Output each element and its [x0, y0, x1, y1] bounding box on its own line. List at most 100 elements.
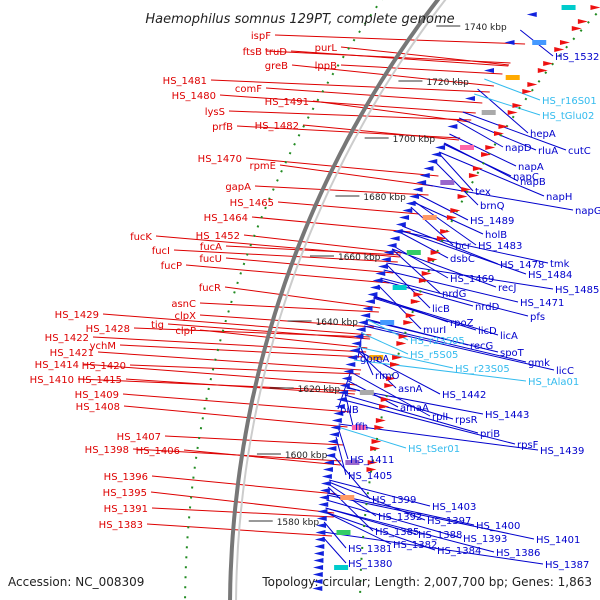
leader-line-right [373, 297, 477, 331]
gene-label-right: HS_1469 [450, 274, 494, 285]
feature-arrow-forward [351, 341, 362, 346]
gene-label-left: HS_1470 [198, 154, 242, 165]
feature-arrow-forward [347, 355, 358, 360]
feature-arrow-forward [395, 222, 406, 227]
gene-label-left: lppB [315, 61, 337, 72]
feature-arrow-forward [341, 376, 352, 381]
feature-arrow-reverse [398, 334, 409, 339]
leader-line-rna [361, 332, 409, 355]
feature-arrow-reverse [440, 229, 451, 234]
gene-label-left: HS_1481 [163, 76, 207, 87]
leader-line-right [344, 394, 479, 434]
rna-label: HS_r16S01 [542, 96, 597, 107]
gene-label-right: rluA [538, 146, 558, 157]
leader-line-right [343, 399, 516, 445]
leader-line-left [133, 327, 371, 338]
feature-arrow-reverse [543, 61, 554, 66]
gene-label-left: HS_1415 [78, 375, 122, 386]
topology-text: Topology: circular; Length: 2,007,700 bp… [261, 575, 592, 589]
scale-tick-label: 1640 kbp [316, 318, 359, 328]
leader-line-left [254, 185, 429, 196]
feature-block [561, 5, 576, 10]
feature-arrow-forward [364, 299, 375, 304]
feature-arrow-forward [431, 152, 442, 157]
leader-line-right [399, 230, 549, 264]
feature-block [532, 40, 547, 45]
gene-label-right: HS_1392 [378, 512, 422, 523]
gene-label-left: HS_1465 [230, 198, 274, 209]
gene-label-left: rpmE [249, 161, 276, 172]
gene-label-right: gpmA [360, 354, 389, 365]
feature-arrow-reverse [457, 194, 468, 199]
gene-label-right: licA [500, 331, 518, 342]
feature-arrow-forward [386, 243, 397, 248]
feature-arrow-forward [419, 173, 430, 178]
gene-label-right: HS_1386 [496, 548, 540, 559]
leader-line-left [219, 94, 476, 114]
leader-line-right [391, 248, 497, 288]
leader-line-left [199, 302, 379, 313]
feature-arrow-forward [313, 551, 324, 556]
gene-label-left: HS_1482 [255, 121, 299, 132]
feature-arrow-forward [327, 439, 338, 444]
leader-line-left [340, 64, 503, 75]
feature-arrow-forward [447, 124, 458, 129]
feature-arrow-reverse [366, 467, 377, 472]
gene-label-left: HS_1391 [104, 504, 148, 515]
gene-label-right: HS_1403 [432, 502, 476, 513]
leader-line-left [119, 344, 365, 358]
feature-arrow-reverse [554, 47, 565, 52]
feature-block [359, 390, 374, 395]
feature-arrow-forward [326, 446, 337, 451]
leader-line-right [332, 454, 371, 500]
feature-arrow-forward [316, 523, 327, 528]
leader-line-right [324, 511, 436, 551]
leader-line-left [129, 364, 360, 375]
gene-label-left: HS_1383 [99, 520, 143, 531]
gene-label-right: HS_1532 [555, 52, 599, 63]
gene-label-right: rimO [375, 371, 400, 382]
leader-line-right [438, 152, 474, 192]
gene-label-right: HS_1442 [442, 390, 486, 401]
leader-line-left [97, 351, 362, 371]
feature-arrow-forward [464, 96, 475, 101]
feature-arrow-reverse [472, 166, 483, 171]
gene-label-left: HS_1420 [82, 361, 126, 372]
leader-line-left [102, 313, 372, 336]
leader-line-right [400, 229, 527, 275]
feature-arrow-reverse [512, 103, 523, 108]
leader-line-left [340, 46, 510, 66]
gene-label-right: recJ [498, 283, 517, 294]
leader-line-right [393, 245, 449, 279]
feature-arrow-forward [483, 68, 494, 73]
feature-arrow-reverse [370, 446, 381, 451]
feature-arrow-forward [409, 194, 420, 199]
scale-tick-label: 1660 kbp [338, 253, 381, 263]
feature-arrow-forward [324, 460, 335, 465]
feature-arrow-forward [383, 250, 394, 255]
gene-label-right: napG [575, 206, 600, 217]
gene-label-left: HS_1407 [117, 432, 161, 443]
feature-arrow-reverse [374, 425, 385, 430]
leader-line-rna [353, 359, 527, 382]
leader-line-right [399, 231, 449, 259]
scale-tick-label: 1740 kbp [464, 23, 507, 33]
feature-arrow-forward [504, 40, 515, 45]
gene-label-left: ispF [251, 31, 271, 42]
feature-arrow-reverse [590, 5, 600, 10]
feature-block [334, 565, 349, 570]
feature-arrow-forward [427, 159, 438, 164]
leader-line-right [326, 494, 535, 540]
feature-arrow-reverse [405, 313, 416, 318]
gene-label-left: HS_1395 [103, 488, 147, 499]
leader-line-rna [357, 346, 454, 369]
feature-block [406, 250, 421, 255]
leader-line-left [224, 286, 381, 309]
gene-label-left: HS_1408 [76, 402, 120, 413]
leader-line-rna [484, 78, 541, 101]
gene-label-right: HS_1471 [520, 298, 564, 309]
leader-line-left [199, 329, 368, 349]
leader-line-left [92, 336, 367, 353]
gene-label-right: HS_1400 [476, 521, 520, 532]
leader-line-right [456, 120, 504, 148]
